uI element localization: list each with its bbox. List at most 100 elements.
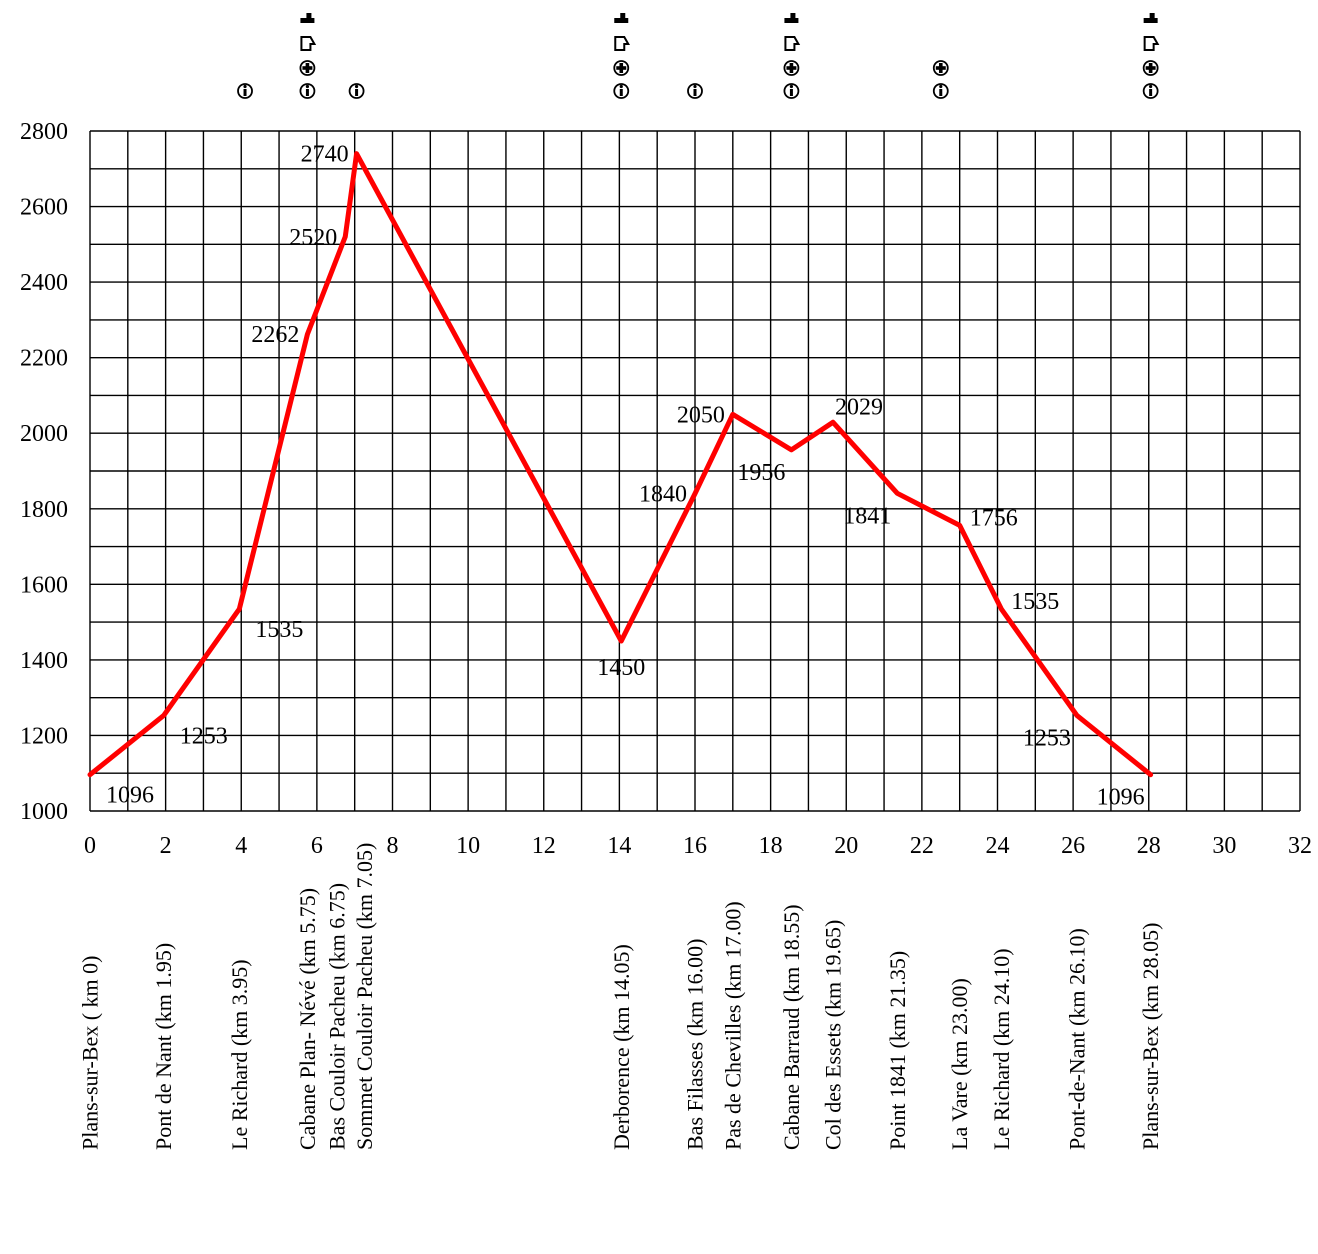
y-tick-label: 1200: [20, 723, 68, 749]
x-tick-label: 16: [683, 833, 707, 859]
station-label: Pont de Nant (km 1.95): [151, 943, 176, 1150]
x-tick-label: 14: [607, 833, 631, 859]
station-label: Cabane Barraud (km 18.55): [779, 904, 804, 1150]
first-aid-icon-bar: [619, 63, 624, 73]
info-icon-dot: [1149, 84, 1153, 89]
station-label: Derborence (km 14.05): [609, 944, 634, 1150]
info-icon: [299, 83, 316, 99]
data-labels: 1096 1253 1535 2262 2520 2740 1450 1840 2050 1956…: [106, 142, 1145, 811]
first-aid-icon-bar: [789, 63, 794, 73]
station-label: Le Richard (km 3.95): [227, 959, 252, 1150]
chart-series: [87, 151, 1154, 778]
station-label: Cabane Plan- Névé (km 5.75): [295, 888, 320, 1150]
refreshment-icon: [300, 36, 317, 51]
food-icon-base: [784, 18, 799, 23]
axis-tick-labels: 1000120014001600180020002200240026002800…: [20, 119, 1312, 859]
info-icon: [237, 83, 253, 99]
info-icon-stem: [355, 89, 359, 96]
station-label: Le Richard (km 24.10): [989, 948, 1014, 1150]
x-tick-label: 8: [387, 833, 399, 859]
station-label: Pont-de-Nant (km 26.10): [1064, 928, 1089, 1150]
refreshment-icon: [1143, 36, 1160, 51]
y-tick-label: 2600: [20, 195, 68, 221]
info-icon: [1142, 83, 1159, 99]
food-icon-base: [300, 18, 315, 23]
info-icon-stem: [939, 89, 943, 96]
first-aid-icon-bar: [1148, 63, 1153, 73]
first-aid-icon: [932, 60, 949, 76]
x-tick-label: 6: [311, 833, 323, 859]
x-tick-label: 28: [1137, 833, 1161, 859]
info-icon-dot: [619, 84, 623, 89]
y-tick-label: 1400: [20, 648, 68, 674]
station-label: Sommet Couloir Pacheu (km 7.05): [352, 843, 377, 1150]
info-icon: [687, 83, 703, 99]
info-icon-stem: [619, 89, 623, 96]
data-label: 2262: [251, 322, 299, 348]
x-tick-label: 18: [759, 833, 783, 859]
y-tick-label: 2800: [20, 119, 68, 145]
info-icon-dot: [243, 84, 247, 89]
data-label: 1253: [1023, 725, 1071, 751]
info-icon-dot: [789, 84, 794, 89]
info-icon-stem: [789, 89, 793, 96]
y-tick-label: 1800: [20, 497, 68, 523]
info-icon-stem: [243, 89, 247, 96]
data-label: 1253: [180, 723, 228, 749]
refreshment-icon: [614, 36, 630, 51]
y-tick-label: 2000: [20, 421, 68, 447]
x-tick-label: 30: [1212, 833, 1236, 859]
data-label: 1096: [1097, 785, 1145, 811]
food-icon: [620, 13, 626, 18]
info-icon-dot: [354, 84, 359, 89]
data-label: 1535: [255, 617, 303, 643]
x-tick-label: 24: [986, 833, 1010, 859]
station-label: Pas de Chevilles (km 17.00): [720, 901, 745, 1150]
data-label: 1096: [106, 783, 154, 809]
food-icon-base: [614, 18, 629, 23]
food-icon: [1149, 13, 1155, 18]
food-icon-base: [1143, 18, 1158, 23]
info-icon: [783, 83, 800, 99]
first-aid-icon: [613, 60, 630, 76]
station-label: Bas Filasses (km 16.00): [683, 939, 708, 1150]
food-icon: [306, 13, 312, 18]
x-tick-label: 26: [1061, 833, 1085, 859]
x-tick-label: 22: [910, 833, 934, 859]
service-icons: [237, 13, 1160, 99]
info-icon-dot: [305, 84, 310, 89]
station-label: Point 1841 (km 21.35): [885, 951, 910, 1150]
y-tick-label: 1600: [20, 572, 68, 598]
station-label: La Vare (km 23.00): [947, 978, 972, 1150]
x-tick-label: 20: [834, 833, 858, 859]
data-label: 2520: [289, 225, 337, 251]
station-label: Plans-sur-Bex (km 28.05): [1138, 923, 1163, 1150]
refreshment-icon: [784, 36, 801, 51]
data-label: 2740: [301, 142, 349, 168]
data-label: 1956: [737, 460, 785, 486]
station-label: Col des Essets (km 19.65): [821, 920, 846, 1150]
first-aid-icon: [299, 60, 316, 76]
data-label: 1841: [843, 503, 891, 529]
data-label: 1756: [970, 505, 1018, 531]
x-tick-label: 10: [456, 833, 480, 859]
first-aid-icon: [783, 60, 800, 76]
info-icon-dot: [693, 84, 697, 89]
station-label: Bas Couloir Pacheu (km 6.75): [325, 883, 350, 1150]
y-tick-label: 1000: [20, 799, 68, 825]
info-icon: [932, 83, 949, 99]
info-icon-stem: [1149, 89, 1153, 96]
x-tick-label: 4: [235, 833, 247, 859]
data-label: 1535: [1011, 589, 1059, 615]
data-label: 2050: [677, 402, 725, 428]
y-tick-label: 2200: [20, 346, 68, 372]
info-icon: [348, 83, 365, 99]
info-icon-dot: [939, 84, 943, 89]
x-tick-label: 2: [160, 833, 172, 859]
first-aid-icon: [1142, 60, 1159, 76]
x-tick-label: 12: [532, 833, 556, 859]
station-labels: Plans-sur-Bex ( km 0) Pont de Nant (km 1.…: [78, 843, 1164, 1150]
info-icon: [613, 83, 630, 99]
data-label: 1840: [639, 482, 687, 508]
first-aid-icon-bar: [938, 63, 943, 73]
